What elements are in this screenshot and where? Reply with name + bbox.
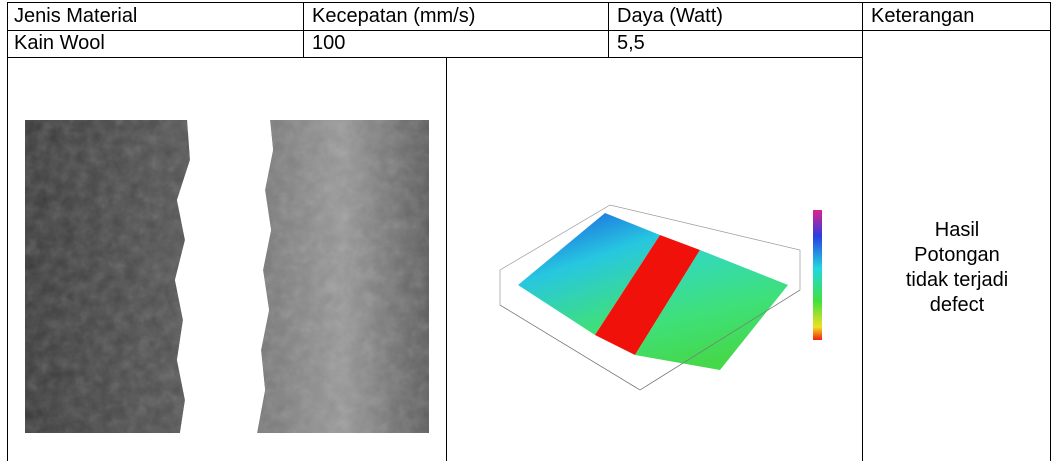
rule [1050,2,1051,461]
surface-plot [499,204,822,391]
rule [7,2,8,461]
cut-photo [25,120,429,433]
cell: 100 [312,32,346,54]
rule [7,57,863,58]
rule [608,2,609,58]
cell: 5,5 [617,32,645,54]
note-cell: Hasil Potongan tidak terjadi defect [872,218,1042,318]
header-cell: Kecepatan (mm/s) [312,5,476,27]
header-cell: Daya (Watt) [617,5,723,27]
header-cell: Jenis Material [14,5,138,27]
rule [446,57,447,461]
rule [862,2,863,461]
rule [303,2,304,58]
note-text: Hasil Potongan tidak terjadi defect [905,219,1009,316]
rule [7,30,1051,31]
cell: Kain Wool [14,32,105,54]
header-cell: Keterangan [871,5,975,27]
rule [7,2,1051,3]
